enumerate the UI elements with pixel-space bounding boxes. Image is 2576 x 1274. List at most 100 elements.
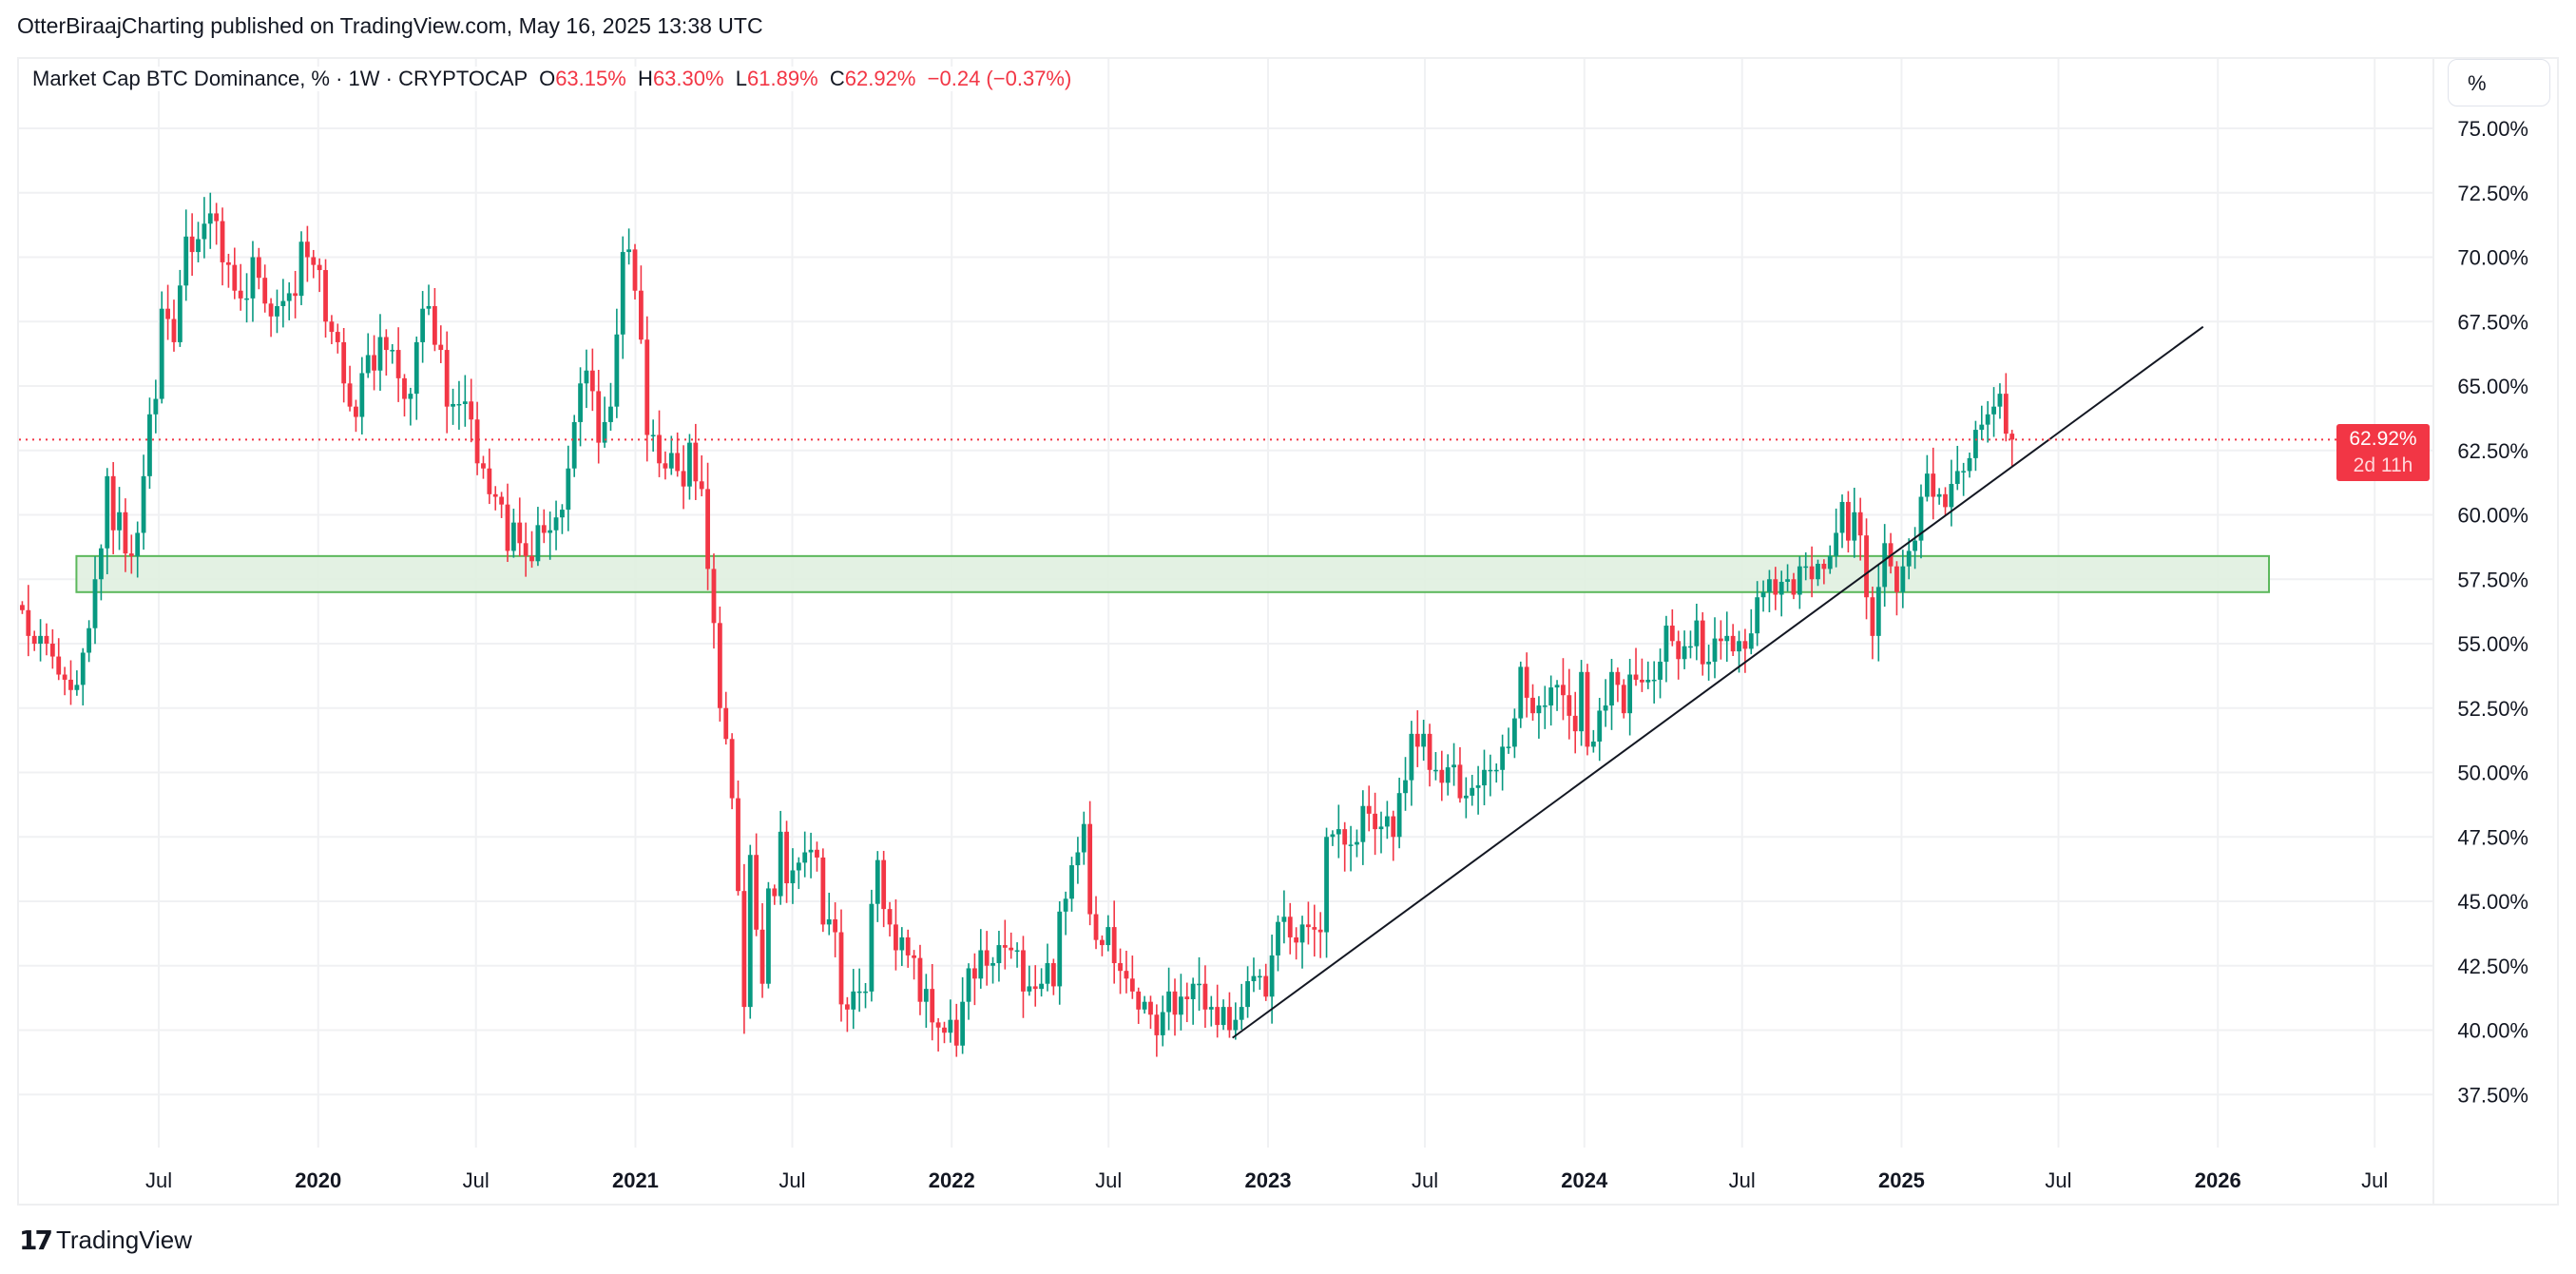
candle-body xyxy=(1360,805,1366,842)
candle-down xyxy=(56,638,62,681)
candle-down xyxy=(481,455,486,479)
candle-down xyxy=(681,445,686,510)
candle-up xyxy=(298,231,304,305)
candle-body xyxy=(1931,473,1936,497)
candle-down xyxy=(723,691,729,745)
candle-body xyxy=(996,945,1002,964)
candle-body xyxy=(650,434,656,436)
candle-up xyxy=(923,974,929,1028)
candle-up xyxy=(802,831,808,878)
candle-down xyxy=(1009,932,1014,959)
candle-up xyxy=(1609,659,1614,730)
change-value: −0.24 (−0.37%) xyxy=(927,67,1072,90)
candle-body xyxy=(1785,579,1790,582)
candle-body xyxy=(1021,950,1026,992)
candle-body xyxy=(87,627,92,653)
candle-body xyxy=(899,936,905,951)
candle-up xyxy=(578,367,583,447)
candle-body xyxy=(365,355,371,374)
candle-body xyxy=(1700,620,1705,665)
candle-down xyxy=(395,327,401,402)
candle-body xyxy=(1045,963,1050,984)
candle-up xyxy=(766,881,771,989)
candle-up xyxy=(856,968,862,1013)
candle-body xyxy=(1014,950,1020,952)
candle-body xyxy=(553,517,559,531)
chart-pane[interactable] xyxy=(17,57,2559,1206)
candle-body xyxy=(1111,927,1117,964)
candle-up xyxy=(614,308,620,418)
candle-body xyxy=(614,334,620,407)
candle-down xyxy=(711,553,717,649)
price-tick-label: 75.00% xyxy=(2457,117,2528,141)
candle-body xyxy=(1875,587,1881,636)
percent-scale-button[interactable]: % xyxy=(2448,59,2550,106)
time-tick-label: Jul xyxy=(1412,1168,1438,1192)
candle-body xyxy=(1178,996,1183,1015)
candle-up xyxy=(535,507,541,567)
candle-body xyxy=(207,213,213,224)
candle-body xyxy=(232,264,238,291)
candle-down xyxy=(335,323,340,354)
candle-body xyxy=(256,257,261,279)
candle-down xyxy=(1845,491,1851,553)
candle-body xyxy=(644,339,650,435)
candle-body xyxy=(717,623,722,708)
candle-up xyxy=(1767,569,1772,613)
candle-up xyxy=(1590,729,1596,753)
candle-down xyxy=(171,299,177,352)
candle-down xyxy=(984,931,990,986)
candle-body xyxy=(49,644,55,657)
candle-down xyxy=(1184,982,1190,1023)
candle-up xyxy=(244,273,249,323)
candle-up xyxy=(747,844,753,1019)
candle-body xyxy=(226,261,231,265)
candle-body xyxy=(1572,715,1578,732)
candle-body xyxy=(1457,764,1463,799)
candle-body xyxy=(1208,1007,1214,1010)
candle-up xyxy=(626,228,632,265)
candle-body xyxy=(433,305,437,345)
candle-up xyxy=(1852,487,1857,558)
candle-up xyxy=(1475,765,1481,815)
high-value: 63.30% xyxy=(652,67,724,90)
candle-body xyxy=(1190,983,1196,999)
candle-down xyxy=(232,247,238,299)
candle-body xyxy=(68,679,73,690)
candle-down xyxy=(1312,904,1317,957)
candle-body xyxy=(778,831,783,897)
candle-body xyxy=(529,555,534,562)
candle-up xyxy=(202,197,207,259)
candle-body xyxy=(657,434,662,464)
candle-body xyxy=(1227,1007,1232,1031)
candle-down xyxy=(1864,518,1869,620)
candle-body xyxy=(1312,927,1317,930)
candle-down xyxy=(529,531,534,569)
candle-body xyxy=(329,321,335,333)
candle-up xyxy=(1299,916,1305,969)
candle-body xyxy=(693,442,699,482)
candle-body xyxy=(1409,733,1414,781)
candle-body xyxy=(887,909,893,925)
candle-down xyxy=(589,348,595,412)
candle-down xyxy=(1294,927,1299,960)
candle-down xyxy=(1263,963,1269,1001)
candle-body xyxy=(1032,986,1038,990)
candle-body xyxy=(1342,829,1348,845)
candle-body xyxy=(548,530,553,533)
candle-body xyxy=(1506,746,1511,748)
tradingview-logo[interactable]: 𝟭𝟳 TradingView xyxy=(19,1225,192,1256)
symbol-legend: Market Cap BTC Dominance, % · 1W · CRYPT… xyxy=(32,67,1072,91)
candle-body xyxy=(390,350,395,352)
close-label: C xyxy=(829,67,845,90)
candle-up xyxy=(869,889,875,1002)
candle-down xyxy=(820,848,826,933)
candle-up xyxy=(105,468,110,575)
candle-body xyxy=(1166,991,1172,1013)
candle-body xyxy=(1221,1007,1226,1026)
candle-down xyxy=(238,263,243,311)
candle-body xyxy=(584,370,589,384)
candle-down xyxy=(1669,608,1675,647)
candle-body xyxy=(1585,671,1590,747)
